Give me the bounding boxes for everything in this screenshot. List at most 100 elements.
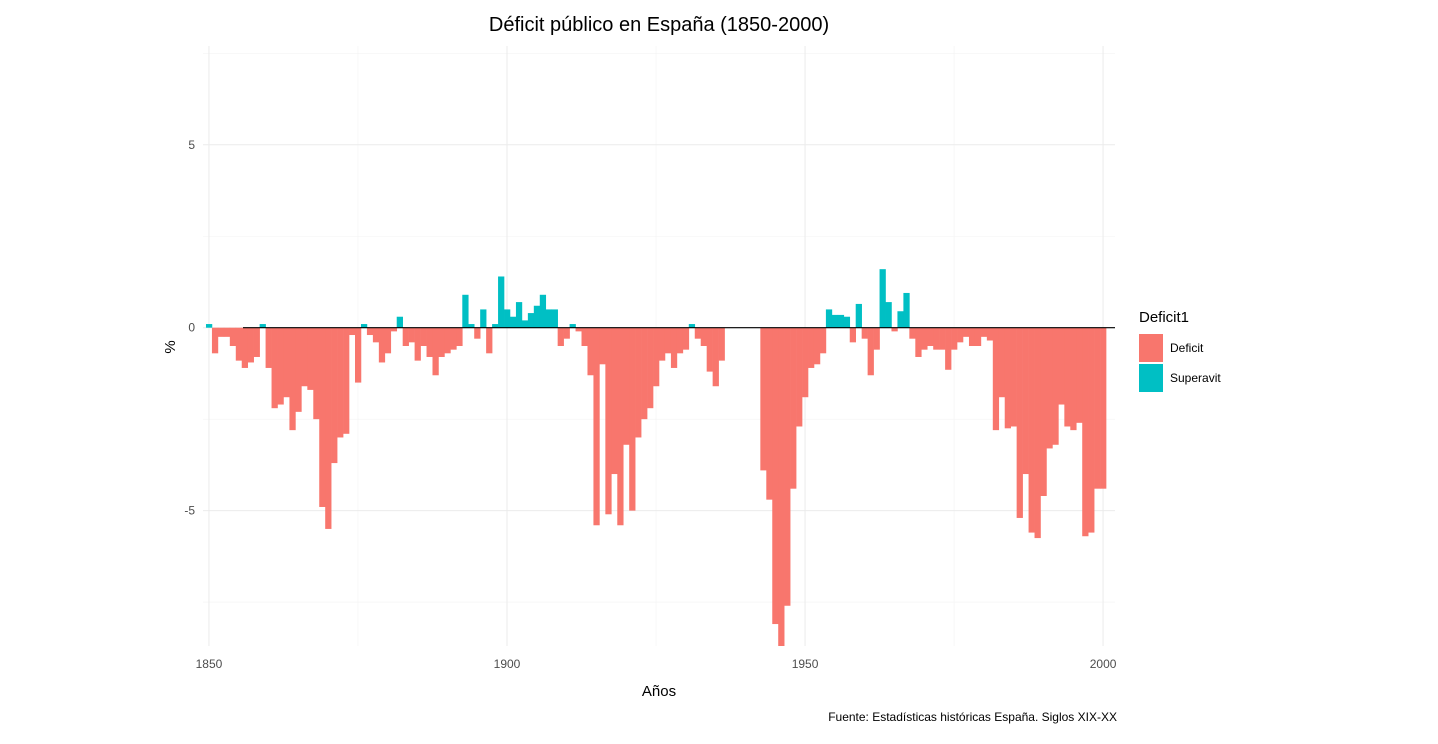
bar-1903 [521, 320, 529, 328]
bar-1926 [659, 327, 666, 361]
x-tick-label: 1950 [792, 657, 819, 671]
bar-1921 [629, 327, 636, 511]
bar-1864 [289, 327, 296, 431]
bar-1851 [211, 327, 219, 354]
bar-1892 [456, 327, 463, 346]
legend-label-deficit: Deficit [1170, 341, 1204, 355]
bar-1890 [444, 327, 451, 354]
bar-1889 [438, 327, 445, 357]
bar-1888 [432, 327, 439, 376]
bar-1898 [492, 324, 499, 328]
bar-1993 [1058, 327, 1065, 405]
bar-1878 [372, 327, 380, 343]
bar-1900 [504, 309, 511, 328]
bar-1947 [784, 327, 791, 606]
bar-1975 [951, 327, 958, 350]
legend-title: Deficit1 [1139, 309, 1189, 326]
bar-1901 [509, 316, 517, 328]
bar-1963 [879, 269, 886, 328]
chart-title: Déficit público en España (1850-2000) [489, 14, 829, 36]
bar-1858 [253, 327, 260, 357]
bar-1943 [760, 327, 767, 471]
bar-1990 [1040, 327, 1047, 496]
bar-1929 [676, 327, 684, 354]
y-axis-title: % [162, 340, 179, 353]
bar-1883 [402, 327, 409, 346]
bar-1897 [486, 327, 493, 354]
bar-1996 [1076, 327, 1083, 423]
caption: Fuente: Estadísticas históricas España. … [828, 710, 1117, 724]
bar-1987 [1022, 327, 1029, 475]
bar-1997 [1082, 327, 1089, 537]
bar-1958 [849, 327, 857, 343]
bar-1933 [700, 327, 707, 346]
bar-1872 [337, 327, 344, 438]
bar-1870 [325, 327, 332, 529]
bar-1882 [396, 316, 403, 328]
bar-1970 [921, 327, 928, 350]
bar-1913 [581, 327, 588, 346]
bar-1914 [587, 327, 594, 376]
bar-1976 [957, 327, 964, 343]
bar-1936 [718, 327, 725, 361]
x-axis-ticks: 1850 1900 1950 2000 [196, 657, 1117, 671]
bar-1902 [515, 302, 523, 328]
bar-1995 [1070, 327, 1077, 431]
bar-1928 [670, 327, 678, 368]
legend-label-superavit: Superavit [1170, 371, 1221, 385]
bar-1934 [706, 327, 713, 372]
bar-1854 [229, 327, 237, 346]
bar-1860 [265, 327, 272, 368]
bar-1884 [408, 327, 415, 343]
bar-1894 [468, 324, 475, 328]
bar-1922 [635, 327, 642, 438]
bar-1912 [575, 327, 582, 332]
bar-1952 [813, 327, 821, 365]
bar-1927 [664, 327, 672, 354]
bar-1852 [217, 327, 225, 337]
bar-1907 [545, 309, 553, 328]
bar-1879 [378, 327, 386, 363]
bar-1919 [617, 327, 624, 526]
bar-1944 [766, 327, 773, 500]
bar-1956 [837, 314, 845, 328]
bar-1865 [295, 327, 302, 412]
bar-1877 [366, 327, 374, 336]
bar-1916 [599, 327, 606, 365]
bar-1959 [855, 303, 862, 328]
bar-1906 [539, 294, 547, 328]
bar-1908 [551, 309, 558, 328]
bar-1856 [241, 327, 249, 368]
bar-1985 [1010, 327, 1017, 427]
bar-1951 [808, 327, 815, 368]
bar-1853 [223, 327, 231, 337]
bar-1957 [843, 316, 851, 328]
bar-1948 [790, 327, 797, 489]
bar-1977 [963, 327, 970, 337]
bar-1980 [980, 327, 988, 337]
bar-1895 [474, 327, 481, 339]
bar-1910 [563, 327, 570, 339]
bar-1978 [968, 327, 976, 346]
bar-1911 [569, 324, 576, 328]
bar-1969 [915, 327, 922, 357]
bar-1960 [861, 327, 868, 339]
bar-1867 [307, 327, 314, 390]
x-axis-title: Años [642, 683, 676, 700]
bar-1954 [825, 309, 833, 328]
y-tick-label: 5 [188, 138, 195, 152]
bar-1862 [277, 327, 284, 405]
bars [205, 269, 1107, 646]
bar-1931 [688, 324, 696, 328]
bar-1875 [355, 327, 362, 383]
bar-1974 [945, 327, 952, 370]
bar-1871 [331, 327, 338, 464]
bar-1918 [611, 327, 618, 475]
bar-1972 [933, 327, 940, 350]
bar-1905 [533, 305, 541, 328]
bar-1973 [939, 327, 946, 350]
legend-swatch-deficit [1139, 334, 1163, 362]
bar-1915 [593, 327, 600, 526]
bar-1971 [927, 327, 934, 346]
bar-1989 [1034, 327, 1041, 539]
